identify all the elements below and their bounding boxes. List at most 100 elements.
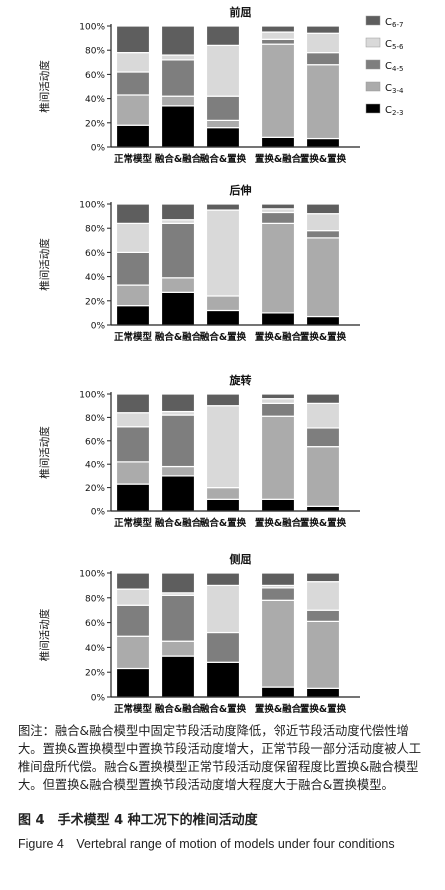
y-tick-label: 40%	[85, 644, 105, 654]
y-tick-label: 100%	[79, 570, 105, 580]
legend-label: C3-4	[385, 83, 404, 95]
bar-segment-c4-5	[115, 604, 151, 637]
bar-segment-c6-7	[160, 572, 196, 594]
chart-title: 侧屈	[230, 552, 252, 566]
bar-segment-c4-5	[305, 427, 341, 448]
bar-segment-c4-5	[115, 71, 151, 96]
figure-note: 图注：融合&融合模型中固定节段活动度降低，邻近节段活动度代偿性增大。置换&置换模…	[18, 724, 422, 792]
bar-segment-c6-7	[115, 572, 151, 590]
bar-segment-c6-7	[305, 203, 341, 215]
x-tick-label: 正常模型	[114, 331, 153, 343]
bar-segment-c2-3	[160, 475, 196, 512]
legend-label: C2-3	[385, 105, 403, 117]
legend-label: C5-6	[385, 39, 404, 51]
bar-segment-c2-3	[205, 498, 241, 512]
bar-segment-c2-3	[160, 655, 196, 698]
legend-swatch	[365, 37, 381, 48]
bar-segment-c2-3	[305, 505, 341, 512]
bar-segment-c4-5	[305, 52, 341, 66]
bar-segment-c6-7	[115, 393, 151, 414]
bar-segment-c3-4	[115, 461, 151, 485]
bar-segment-c2-3	[260, 686, 296, 698]
bar-segment-c6-7	[260, 572, 296, 586]
chart-2: 后伸椎间活动度0%20%40%60%80%100%正常模型 融合&融合融合&置换置…	[38, 183, 360, 343]
bar-segment-c5-6	[205, 584, 241, 634]
bar-segment-c5-6	[115, 222, 151, 254]
x-tick-label: 融合&置换	[200, 517, 247, 529]
bar-segment-c6-7	[160, 393, 196, 413]
x-tick-label: 置换&置换	[300, 153, 347, 165]
bar-segment-c3-4	[305, 237, 341, 318]
bar-segment-c4-5	[205, 631, 241, 663]
bar-segment-c3-4	[115, 284, 151, 307]
bar-segment-c3-4	[160, 465, 196, 477]
bar-segment-c3-4	[205, 119, 241, 129]
bar-segment-c5-6	[115, 588, 151, 606]
x-tick-label: 正常模型	[114, 517, 153, 529]
x-tick-label: 置换&融合	[255, 153, 302, 165]
y-tick-label: 0%	[91, 144, 106, 154]
bar-segment-c5-6	[260, 31, 296, 40]
bar-segment-c2-3	[205, 309, 241, 326]
bar-segment-c6-7	[160, 25, 196, 56]
y-tick-label: 60%	[85, 249, 105, 259]
y-tick-label: 80%	[85, 47, 105, 57]
bar-segment-c2-3	[305, 315, 341, 326]
bar-segment-c2-3	[160, 105, 196, 148]
chart-3: 旋转椎间活动度0%20%40%60%80%100%正常模型 融合&融合融合&置换置…	[38, 373, 360, 529]
bar-segment-c6-7	[205, 203, 241, 211]
y-tick-label: 60%	[85, 437, 105, 447]
bar-segment-c2-3	[305, 137, 341, 148]
bar-segment-c5-6	[305, 402, 341, 429]
bar-segment-c4-5	[115, 251, 151, 286]
bar-segment-c5-6	[160, 54, 196, 61]
chart-title: 旋转	[229, 373, 252, 387]
legend-swatch	[365, 81, 381, 92]
x-tick-label: 融合&置换	[200, 703, 247, 715]
bar-segment-c3-4	[305, 64, 341, 140]
bar-segment-c6-7	[115, 203, 151, 224]
figure-title-cn: 图 4 手术模型 4 种工况下的椎间活动度	[18, 813, 258, 828]
y-tick-label: 80%	[85, 594, 105, 604]
bar-segment-c6-7	[305, 25, 341, 34]
bar-segment-c4-5	[260, 402, 296, 417]
bar-segment-c4-5	[305, 230, 341, 239]
bar-segment-c6-7	[205, 393, 241, 407]
bar-segment-c4-5	[160, 594, 196, 642]
bar-segment-c4-5	[260, 211, 296, 224]
bar-segment-c3-4	[205, 487, 241, 500]
bar-segment-c3-4	[115, 635, 151, 670]
y-tick-label: 0%	[91, 694, 106, 704]
bar-segment-c5-6	[305, 581, 341, 611]
y-tick-label: 20%	[85, 484, 105, 494]
x-tick-label: 融合&融合	[155, 153, 202, 165]
bar-segment-c2-3	[260, 498, 296, 512]
x-tick-label: 正常模型	[114, 153, 153, 165]
y-tick-label: 20%	[85, 119, 105, 129]
bar-segment-c5-6	[115, 412, 151, 428]
legend-label: C4-5	[385, 61, 403, 73]
y-tick-label: 100%	[79, 201, 105, 211]
bar-segment-c5-6	[115, 52, 151, 73]
bar-segment-c5-6	[305, 213, 341, 232]
y-axis-label: 椎间活动度	[38, 608, 51, 661]
bar-segment-c2-3	[260, 312, 296, 326]
y-tick-label: 0%	[91, 508, 106, 518]
y-tick-label: 0%	[91, 322, 106, 332]
bar-segment-c3-4	[260, 222, 296, 314]
bar-segment-c2-3	[160, 291, 196, 326]
bar-segment-c6-7	[260, 25, 296, 33]
y-tick-label: 60%	[85, 71, 105, 81]
y-tick-label: 20%	[85, 297, 105, 307]
chart-title: 前屈	[230, 5, 252, 19]
x-tick-label: 置换&融合	[255, 331, 302, 343]
y-tick-label: 80%	[85, 225, 105, 235]
bar-segment-c2-3	[115, 483, 151, 512]
charts-area: 前屈椎间活动度0%20%40%60%80%100%正常模型 融合&融合融合&置换置…	[38, 5, 404, 715]
x-tick-label: 置换&置换	[300, 517, 347, 529]
bar-segment-c3-4	[305, 446, 341, 507]
chart-title: 后伸	[230, 183, 252, 197]
bar-segment-c4-5	[160, 59, 196, 97]
bar-segment-c6-7	[305, 572, 341, 583]
y-tick-label: 40%	[85, 95, 105, 105]
